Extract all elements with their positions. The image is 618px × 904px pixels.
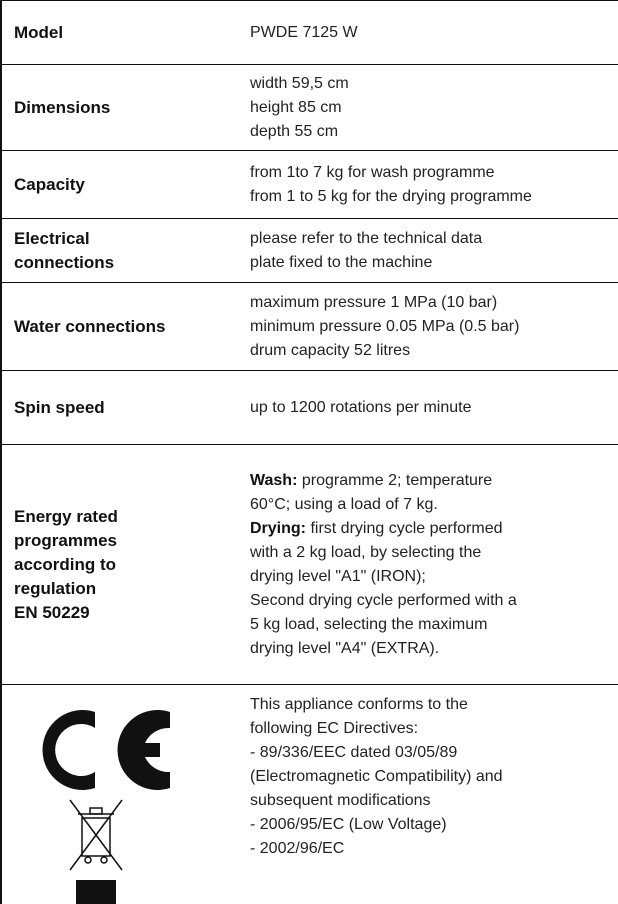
row-value: PWDE 7125 W: [238, 1, 618, 64]
value-line: up to 1200 rotations per minute: [250, 398, 472, 416]
row-label: Model: [2, 1, 238, 64]
label-line: regulation: [14, 578, 97, 598]
value-line: drying level "A1" (IRON);: [250, 567, 426, 585]
label-line: Electrical: [14, 228, 90, 248]
table-row: Energy rated programmes according to regula…: [2, 444, 618, 684]
row-label: Dimensions: [2, 65, 238, 150]
value-line: from 1to 7 kg for wash programme: [250, 163, 495, 181]
value-line: 60°C; using a load of 7 kg.: [250, 495, 438, 513]
table-row: Spin speed up to 1200 rotations per minut…: [2, 370, 618, 444]
value-line: please refer to the technical data: [250, 229, 483, 247]
row-value: maximum pressure 1 MPa (10 bar) minimum p…: [238, 283, 618, 370]
table-row: Dimensions width 59,5 cm height 85 cm depth…: [2, 64, 618, 150]
label-line: Spin speed: [14, 397, 105, 417]
label-line: Water connections: [14, 316, 166, 336]
value-text: programme 2; temperature: [297, 471, 493, 489]
value-line: maximum pressure 1 MPa (10 bar): [250, 293, 498, 311]
value-line: with a 2 kg load, by selecting the: [250, 543, 482, 561]
table-row: Model PWDE 7125 W: [2, 0, 618, 64]
label-line: Energy rated: [14, 506, 118, 526]
value-line: depth 55 cm: [250, 122, 339, 140]
row-label: Spin speed: [2, 371, 238, 444]
row-value: from 1to 7 kg for wash programme from 1 t…: [238, 151, 618, 218]
ce-e: [117, 709, 170, 790]
row-value: up to 1200 rotations per minute: [238, 371, 618, 444]
table-row: Capacity from 1to 7 kg for wash programme…: [2, 150, 618, 218]
row-value: width 59,5 cm height 85 cm depth 55 cm: [238, 65, 618, 150]
value-line: from 1 to 5 kg for the drying programme: [250, 187, 532, 205]
row-value: Wash: programme 2; temperature 60°C; usin…: [238, 445, 618, 684]
label-line: programmes: [14, 530, 117, 550]
value-line: Second drying cycle performed with a: [250, 591, 517, 609]
table-row: Water connections maximum pressure 1 MPa …: [2, 282, 618, 370]
value-line: This appliance conforms to the: [250, 696, 468, 713]
value-line: Wash: programme 2; temperature: [250, 469, 618, 493]
bold-term: Wash:: [250, 471, 298, 489]
row-label: Capacity: [2, 151, 238, 218]
value-line: - 2002/96/EC: [250, 840, 345, 857]
value-line: subsequent modifications: [250, 792, 431, 809]
value-line: minimum pressure 0.05 MPa (0.5 bar): [250, 317, 520, 335]
label-line: Capacity: [14, 174, 85, 194]
value-line: - 89/336/EEC dated 03/05/89: [250, 744, 458, 761]
value-line: Drying: first drying cycle performed: [250, 517, 618, 541]
label-line: EN 50229: [14, 602, 90, 622]
value-line: drum capacity 52 litres: [250, 341, 411, 359]
label-line: Model: [14, 22, 64, 42]
table-row: Electrical connections please refer to the…: [2, 218, 618, 282]
value-line: PWDE 7125 W: [250, 23, 358, 41]
weee-bar: [76, 880, 116, 904]
label-line: connections: [14, 252, 115, 272]
value-line: drying level "A4" (EXTRA).: [250, 639, 440, 657]
weee-bin: [69, 799, 123, 871]
row-label: Electrical connections: [2, 219, 238, 282]
table-row: This appliance conforms to the following …: [2, 684, 618, 904]
value-line: plate fixed to the machine: [250, 253, 433, 271]
label-line: according to: [14, 554, 117, 574]
value-text: first drying cycle performed: [306, 519, 503, 537]
icons: [42, 709, 170, 904]
value-line: - 2006/95/EC (Low Voltage): [250, 816, 447, 833]
value-line: 5 kg load, selecting the maximum: [250, 615, 488, 633]
value-line: following EC Directives:: [250, 720, 419, 737]
ce-c: [42, 709, 95, 790]
row-value: please refer to the technical data plate …: [238, 219, 618, 282]
row-label: Water connections: [2, 283, 238, 370]
label-line: Dimensions: [14, 97, 111, 117]
value-line: width 59,5 cm: [250, 74, 349, 92]
row-value: This appliance conforms to the following …: [238, 685, 618, 904]
value-line: (Electromagnetic Compatibility) and: [250, 768, 503, 785]
bold-term: Drying:: [250, 519, 306, 537]
value-line: height 85 cm: [250, 98, 342, 116]
row-label: Energy rated programmes according to regula…: [2, 445, 238, 684]
